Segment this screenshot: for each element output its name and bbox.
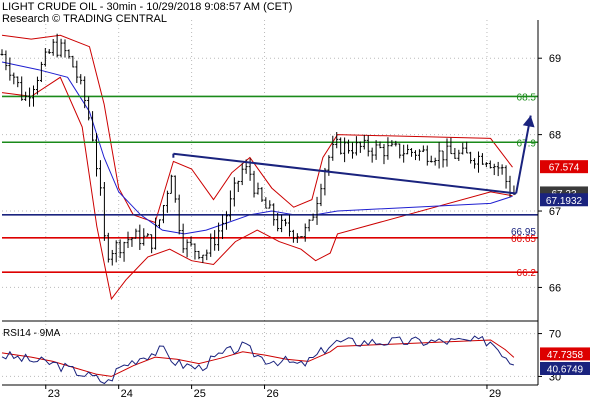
price-bars-layer [0, 33, 516, 266]
value-tag-label-bollinger: 67.574 [549, 163, 580, 174]
annotation-layer [172, 115, 535, 195]
moving-average-line [1, 61, 513, 235]
rsi-tag-label-MA9: 47.7358 [547, 350, 584, 361]
y-axis-label-67: 67 [549, 206, 561, 218]
x-axis-label-29: 29 [489, 388, 501, 400]
rsi-layer: RSI14 - 9MA [1, 328, 515, 385]
rsi-line [1, 335, 515, 385]
bollinger-layer [1, 34, 513, 301]
level-label-66.2: 66.2 [517, 268, 537, 279]
forecast-arrow-shaft [515, 115, 532, 194]
x-axis-label-24: 24 [121, 388, 133, 400]
y-axis-label-69: 69 [549, 53, 561, 65]
level-label-66.65: 66.65 [511, 234, 536, 245]
rsi-title: RSI14 - 9MA [3, 328, 61, 339]
value-tag-moving_average [540, 193, 588, 207]
rsi-axis-label-70: 70 [549, 329, 561, 341]
bollinger-lower-line [1, 76, 513, 301]
rsi-ma-line [1, 339, 515, 377]
x-axis-label-26: 26 [267, 388, 279, 400]
y-axis-label-66: 66 [549, 282, 561, 294]
bollinger-upper-line [1, 34, 513, 224]
value-tag-label-moving_average: 67.1932 [546, 196, 583, 207]
moving-average-layer [1, 61, 513, 235]
x-axis-label-23: 23 [48, 388, 60, 400]
rsi-tag-RSI14 [540, 361, 590, 375]
rsi-tag-label-RSI14: 40.6749 [547, 364, 584, 375]
level-label-68.5: 68.5 [517, 92, 537, 103]
forecast-arrow-head [522, 115, 535, 128]
level-label-67.9: 67.9 [517, 138, 537, 149]
y-axis-label-68: 68 [549, 130, 561, 142]
chart-source: Research © TRADING CENTRAL [2, 13, 167, 25]
value-tag-bollinger [540, 160, 588, 174]
axes-layer: 6968676667.57467.2367.1932703047.735840.… [2, 20, 590, 400]
chart-title: LIGHT CRUDE OIL - 30min - 10/29/2018 9:0… [2, 1, 293, 13]
level-label-66.95: 66.95 [511, 227, 536, 238]
rsi-tag-MA9 [540, 347, 590, 361]
trendline [173, 152, 517, 195]
x-axis-label-25: 25 [194, 388, 206, 400]
